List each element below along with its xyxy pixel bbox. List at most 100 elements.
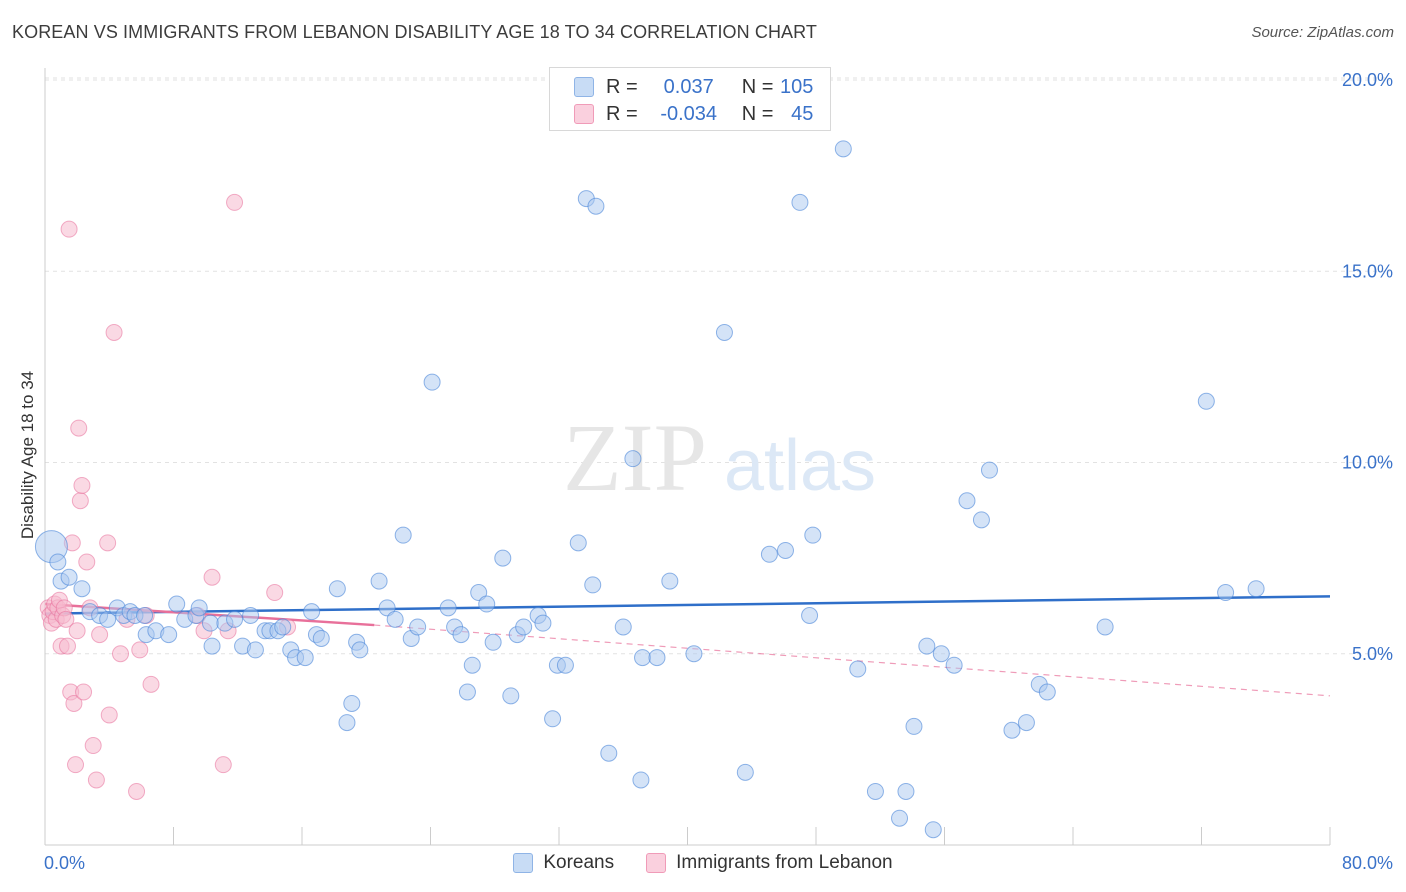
y-tick-label: 20.0% (1342, 70, 1393, 90)
lebanon-point (99, 534, 117, 552)
korean-point (328, 580, 346, 598)
korean-point (804, 526, 822, 544)
korean-point (242, 607, 260, 624)
legend-label-koreans: Koreans (543, 852, 615, 873)
legend-r-value: 0.037 (663, 75, 714, 98)
tick-labels: 5.0% 10.0% 15.0% 20.0% 0.0% 80.0% (44, 70, 1393, 873)
korean-point (648, 649, 666, 667)
x-tick-label: 80.0% (1342, 853, 1393, 873)
lebanon-point (226, 193, 244, 211)
korean-point (1096, 618, 1114, 636)
korean-point (502, 687, 520, 705)
legend-item-koreans: Koreans (513, 852, 614, 874)
korean-point (246, 641, 264, 659)
lebanon-point (57, 610, 75, 628)
korean-point (760, 545, 778, 563)
korean-point (897, 782, 915, 800)
series-legend: Koreans Immigrants from Lebanon (0, 852, 1406, 874)
korean-point (587, 197, 605, 215)
lebanon-point (100, 706, 118, 724)
lebanon-point (75, 683, 93, 701)
korean-point (463, 656, 481, 674)
correlation-legend: R = 0.037 N = 105 R = -0.034 N = 45 (549, 67, 831, 131)
legend-row-koreans: R = 0.037 N = 105 (574, 74, 813, 100)
grid-lines (45, 77, 1390, 655)
lebanon-point (70, 419, 88, 437)
legend-swatch-lebanon (574, 104, 594, 124)
korean-point (274, 618, 292, 636)
korean-point (534, 614, 552, 632)
korean-point (1003, 721, 1021, 739)
lebanon-point (131, 641, 149, 659)
korean-point (386, 610, 404, 628)
korean-point (866, 782, 884, 800)
korean-point (685, 645, 703, 663)
y-tick-label: 5.0% (1352, 644, 1393, 664)
korean-point (515, 618, 533, 636)
lebanon-point (266, 584, 284, 602)
lebanon-point (203, 568, 221, 586)
korean-point (168, 595, 186, 613)
lebanon-point (73, 476, 91, 494)
legend-n-label: N = (741, 102, 774, 125)
korean-point (338, 714, 356, 732)
korean-point (584, 576, 602, 594)
x-tick-label: 0.0% (44, 853, 85, 873)
korean-point (791, 193, 809, 211)
lebanon-point (214, 756, 232, 774)
korean-point (370, 572, 388, 590)
korean-point (849, 660, 867, 678)
lebanon-point (111, 645, 129, 663)
korean-point (452, 626, 470, 644)
legend-r-label: R = (606, 75, 638, 98)
korean-point (190, 599, 208, 617)
watermark-atlas: atlas (724, 426, 876, 506)
korean-point (924, 821, 942, 839)
chart-title: KOREAN VS IMMIGRANTS FROM LEBANON DISABI… (12, 22, 818, 42)
legend-swatch-koreans (574, 77, 594, 97)
korean-point (905, 717, 923, 735)
legend-item-lebanon: Immigrants from Lebanon (646, 852, 893, 874)
korean-trend-line (44, 595, 1331, 615)
legend-r-label: R = (606, 102, 638, 125)
korean-point (1247, 580, 1265, 598)
korean-point (834, 140, 852, 158)
legend-n-label: N = (741, 75, 774, 98)
korean-point (409, 618, 427, 636)
korean-point (624, 450, 642, 468)
korean-point (394, 526, 412, 544)
legend-n-value: 45 (791, 102, 814, 125)
korean-point (439, 599, 457, 617)
korean-point (1197, 392, 1215, 410)
korean-point (918, 637, 936, 655)
korean-point (60, 568, 78, 586)
lebanon-point (91, 626, 109, 644)
legend-swatch-koreans (513, 853, 534, 873)
korean-point (632, 771, 650, 789)
korean-point (715, 323, 733, 341)
lebanon-point (60, 220, 78, 238)
korean-point (569, 534, 587, 552)
korean-point (99, 610, 117, 628)
lebanon-point (142, 675, 160, 693)
lebanon-point (78, 553, 96, 571)
axes (44, 68, 1331, 846)
korean-point (484, 633, 502, 651)
lebanon-point (71, 492, 89, 510)
korean-point (201, 614, 219, 632)
korean-point (801, 607, 819, 624)
korean-point (1038, 683, 1056, 701)
korean-point (160, 626, 178, 644)
korean-point (136, 607, 154, 624)
korean-point (1217, 584, 1235, 602)
lebanon-trend-extension (374, 624, 1331, 697)
lebanon-point (128, 782, 146, 800)
korean-point (736, 763, 754, 781)
y-tick-label: 15.0% (1342, 261, 1393, 281)
korean-point (958, 492, 976, 510)
lebanon-point (65, 694, 83, 712)
korean-point (203, 637, 221, 655)
korean-point (544, 710, 562, 728)
korean-point (49, 553, 67, 571)
korean-point (556, 656, 574, 674)
